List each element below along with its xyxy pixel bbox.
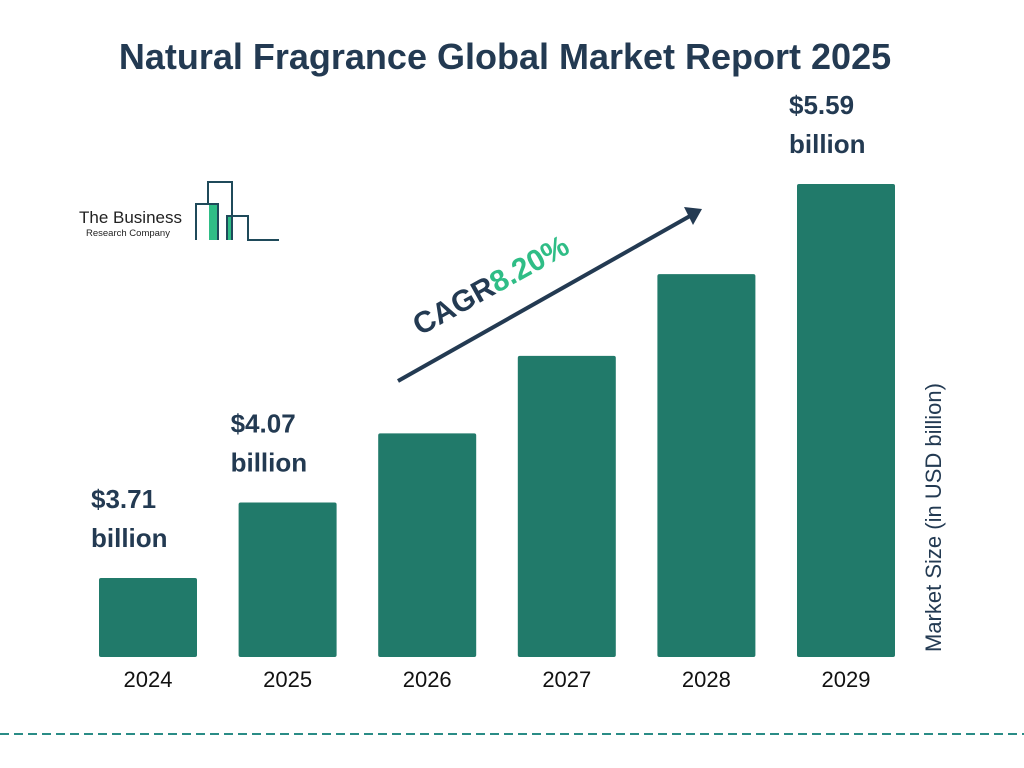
x-tick-label: 2025 xyxy=(263,667,312,692)
x-tick-label: 2028 xyxy=(682,667,731,692)
x-tick-label: 2027 xyxy=(542,667,591,692)
x-tick-label: 2026 xyxy=(403,667,452,692)
x-tick-label: 2029 xyxy=(822,667,871,692)
y-axis-label: Market Size (in USD billion) xyxy=(921,383,946,652)
data-label: billion xyxy=(789,129,866,159)
chart-title: Natural Fragrance Global Market Report 2… xyxy=(118,36,892,77)
bar-2024 xyxy=(99,578,197,657)
bar-2029 xyxy=(797,184,895,657)
data-label: $3.71 xyxy=(91,484,156,514)
logo: The Business Research Company xyxy=(79,181,279,241)
bar-2026 xyxy=(378,433,477,657)
bar-2028 xyxy=(657,274,756,657)
data-label: billion xyxy=(91,523,168,553)
data-label: $4.07 xyxy=(231,409,296,439)
data-label: billion xyxy=(231,448,308,478)
bar-2025 xyxy=(238,502,337,657)
x-tick-label: 2024 xyxy=(124,667,173,692)
cagr-arrow xyxy=(397,207,702,383)
bar-2027 xyxy=(517,355,616,657)
logo-line1: The Business xyxy=(79,208,182,227)
data-label: $5.59 xyxy=(789,90,854,120)
arrow-head-icon xyxy=(684,207,702,225)
logo-line2: Research Company xyxy=(86,228,170,239)
